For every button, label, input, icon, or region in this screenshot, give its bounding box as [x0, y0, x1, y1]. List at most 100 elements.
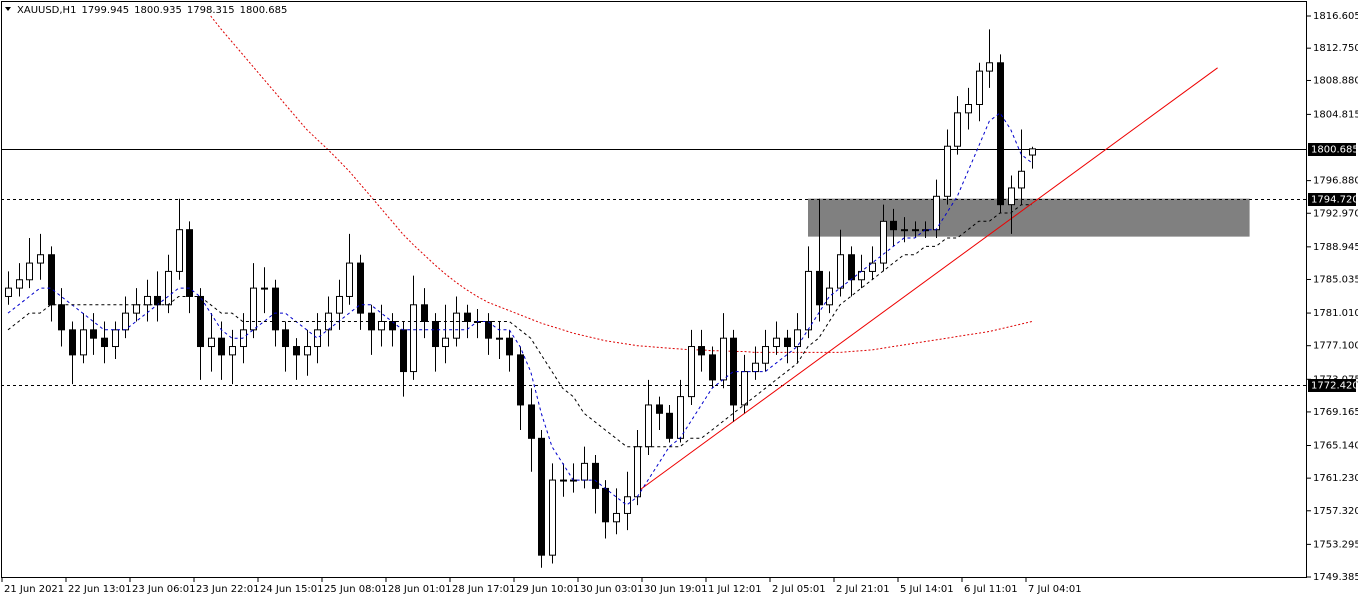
- candle-body: [16, 279, 23, 289]
- y-tick-label: 1812.750: [1313, 43, 1358, 54]
- candle-body: [581, 462, 588, 481]
- candle-body: [133, 304, 140, 314]
- candle-body: [208, 337, 215, 348]
- candle-body: [442, 337, 449, 348]
- candle-body: [176, 229, 183, 272]
- candle-body: [794, 329, 801, 348]
- candle-body: [378, 320, 385, 331]
- candle-body: [645, 404, 652, 448]
- candle-body: [496, 337, 503, 340]
- candle-body: [848, 254, 855, 281]
- candle-body: [634, 446, 641, 498]
- candle-body: [250, 287, 257, 331]
- x-tick-label: 30 Jun 03:01: [580, 584, 644, 595]
- menu-arrow[interactable]: [5, 7, 11, 11]
- candle-body: [837, 254, 844, 289]
- candle-body: [720, 337, 727, 381]
- candle-body: [816, 270, 823, 306]
- x-tick-label: 23 Jun 06:01: [132, 584, 196, 595]
- price-level-box: [1308, 143, 1356, 156]
- candle-body: [773, 337, 780, 348]
- trendline: [637, 67, 1218, 493]
- candle-body: [122, 312, 129, 331]
- x-tick-label: 24 Jun 15:01: [260, 584, 324, 595]
- candle-body: [656, 404, 663, 414]
- candle-body: [624, 496, 631, 514]
- plot-area: [1, 15, 1307, 568]
- candle-body: [602, 487, 609, 523]
- x-tick-label: 30 Jun 19:01: [644, 584, 708, 595]
- candle-body: [218, 337, 225, 356]
- y-tick-label: 1761.230: [1313, 473, 1358, 484]
- y-axis: 1816.605 1812.750 1808.880 1804.815 1796.880…: [1307, 11, 1358, 583]
- candle-body: [389, 320, 396, 331]
- candle-body: [549, 479, 556, 556]
- candle-body: [709, 354, 716, 381]
- candle-body: [944, 145, 951, 197]
- candle-body: [453, 312, 460, 339]
- candle-body: [560, 479, 567, 482]
- moving-average: [210, 15, 1033, 353]
- candle-body: [432, 320, 439, 348]
- price-level-label: 1800.685: [1311, 145, 1358, 156]
- candle-body: [346, 262, 353, 297]
- candle-body: [336, 295, 343, 314]
- x-tick-label: 6 Jul 11:01: [964, 584, 1018, 595]
- x-tick-label: 5 Jul 14:01: [900, 584, 954, 595]
- candle-body: [293, 346, 300, 356]
- candle-body: [165, 270, 172, 306]
- candle-body: [144, 295, 151, 306]
- x-tick-label: 22 Jun 13:01: [68, 584, 132, 595]
- candle-body: [304, 346, 311, 356]
- y-tick-label: 1816.605: [1313, 11, 1358, 22]
- header-high: 1800.935: [134, 5, 182, 16]
- candle-body: [752, 362, 759, 373]
- x-tick-label: 29 Jun 10:01: [516, 584, 580, 595]
- x-tick-label: 28 Jun 17:01: [452, 584, 516, 595]
- candle-body: [538, 437, 545, 556]
- candle-body: [997, 62, 1004, 206]
- y-tick-label: 1753.295: [1313, 539, 1358, 550]
- candle-body: [90, 329, 97, 339]
- candle-body: [976, 70, 983, 106]
- candle-body: [229, 346, 236, 356]
- x-tick-label: 23 Jun 22:01: [196, 584, 260, 595]
- x-tick-label: 25 Jun 08:01: [324, 584, 388, 595]
- y-tick-label: 1769.165: [1313, 407, 1358, 418]
- y-tick-label: 1785.035: [1313, 274, 1358, 285]
- x-tick-label: 1 Jul 12:01: [708, 584, 762, 595]
- candle-body: [506, 337, 513, 356]
- candle-body: [112, 329, 119, 348]
- candle-body: [805, 270, 812, 331]
- candle-body: [48, 254, 55, 306]
- candle-body: [954, 112, 961, 147]
- candle-body: [912, 229, 919, 232]
- candle-body: [101, 337, 108, 348]
- price-zone: [808, 198, 1250, 237]
- y-tick-label: 1808.880: [1313, 75, 1358, 86]
- candle-body: [1008, 187, 1015, 206]
- price-level-label: 1772.420: [1311, 381, 1358, 392]
- candle-body: [37, 254, 44, 264]
- candle-body: [410, 304, 417, 373]
- candle-body: [826, 287, 833, 306]
- candle-body: [58, 304, 65, 331]
- y-tick-label: 1796.880: [1313, 176, 1358, 187]
- y-tick-label: 1765.140: [1313, 441, 1358, 452]
- y-tick-label: 1749.385: [1313, 572, 1358, 583]
- candle-body: [1029, 148, 1036, 156]
- candle-body: [784, 337, 791, 348]
- candle-body: [314, 329, 321, 348]
- x-axis: 21 Jun 2021 22 Jun 13:01 23 Jun 06:01 23 Ju…: [1, 578, 1082, 595]
- candle-body: [69, 329, 76, 356]
- candle-body: [901, 229, 908, 232]
- x-tick-label: 28 Jun 01:01: [388, 584, 452, 595]
- candle-body: [762, 346, 769, 364]
- candle-body: [666, 412, 673, 439]
- price-level-label: 1794.720: [1311, 195, 1358, 206]
- x-tick-label: 7 Jul 04:01: [1028, 584, 1082, 595]
- candle-body: [80, 329, 87, 356]
- candle-body: [261, 287, 268, 290]
